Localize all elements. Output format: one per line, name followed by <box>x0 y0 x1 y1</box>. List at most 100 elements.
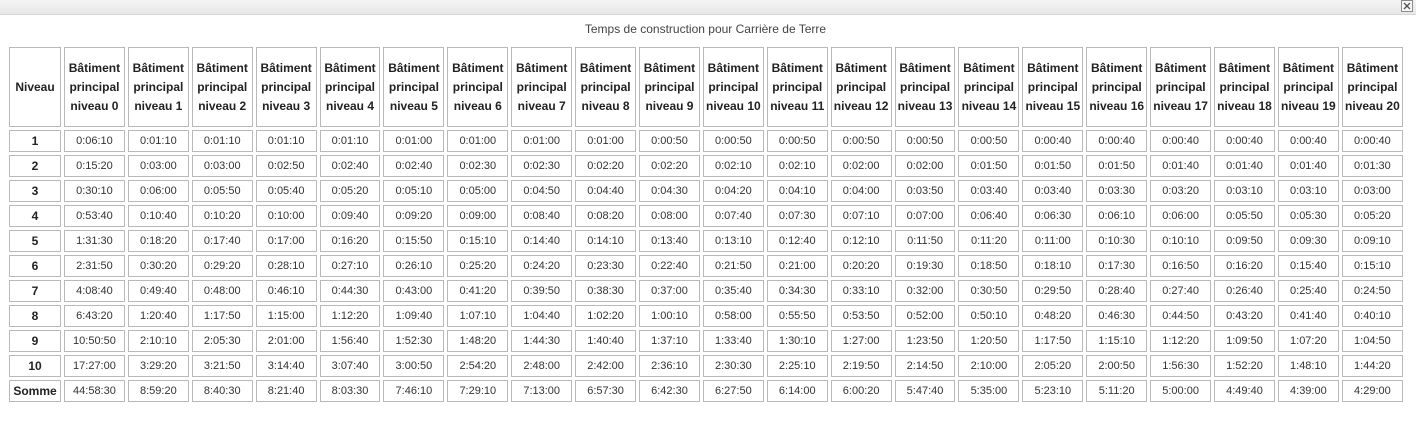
table-cell: 2:31:50 <box>64 255 125 277</box>
table-cell: 1:30:10 <box>766 330 828 352</box>
table-cell: 0:55:50 <box>766 305 828 327</box>
table-cell: 5:47:40 <box>894 380 956 402</box>
table-cell: 0:17:30 <box>1086 255 1148 277</box>
table-cell: 1:04:50 <box>1341 330 1403 352</box>
table-cell: 0:35:40 <box>702 280 764 302</box>
row-label: 5 <box>9 230 61 252</box>
table-cell: 0:05:20 <box>319 180 381 202</box>
table-cell: 0:39:50 <box>511 280 573 302</box>
table-row: 10 17:27:00 3:29:20 3:21:50 3:14:40 3:07:40 3:… <box>9 355 1403 377</box>
header-column: Bâtiment principal niveau 3 <box>255 47 317 127</box>
table-cell: 0:26:10 <box>383 255 445 277</box>
table-cell: 0:49:40 <box>127 280 189 302</box>
table-cell: 0:01:10 <box>255 130 317 152</box>
table-cell: 0:00:40 <box>1022 130 1084 152</box>
table-cell: 0:27:10 <box>319 255 381 277</box>
table-row: Somme 44:58:30 8:59:20 8:40:30 8:21:40 8:03:3… <box>9 380 1403 402</box>
table-cell: 6:00:20 <box>830 380 892 402</box>
table-cell: 17:27:00 <box>64 355 125 377</box>
table-cell: 6:14:00 <box>766 380 828 402</box>
table-cell: 0:19:30 <box>894 255 956 277</box>
table-body: 1 0:06:10 0:01:10 0:01:10 0:01:10 0:01:10 0:01… <box>9 130 1403 402</box>
table-cell: 1:48:20 <box>447 330 509 352</box>
table-cell: 0:24:50 <box>1341 280 1403 302</box>
table-cell: 7:29:10 <box>447 380 509 402</box>
table-cell: 0:09:10 <box>1341 230 1403 252</box>
table-cell: 3:14:40 <box>255 355 317 377</box>
row-label: 3 <box>9 180 61 202</box>
table-cell: 0:04:10 <box>766 180 828 202</box>
row-label: 6 <box>9 255 61 277</box>
table-cell: 0:05:50 <box>1214 205 1275 227</box>
table-cell: 0:44:30 <box>319 280 381 302</box>
table-cell: 0:20:20 <box>830 255 892 277</box>
table-cell: 8:21:40 <box>255 380 317 402</box>
row-label: Somme <box>9 380 61 402</box>
table-cell: 0:04:50 <box>511 180 573 202</box>
table-cell: 0:07:40 <box>702 205 764 227</box>
table-cell: 0:09:20 <box>383 205 445 227</box>
table-cell: 0:30:10 <box>64 180 125 202</box>
table-cell: 0:25:40 <box>1277 280 1339 302</box>
row-label: 9 <box>9 330 61 352</box>
header-column: Bâtiment principal niveau 10 <box>702 47 764 127</box>
table-row: 7 4:08:40 0:49:40 0:48:00 0:46:10 0:44:30 0:43… <box>9 280 1403 302</box>
header-column: Bâtiment principal niveau 4 <box>319 47 381 127</box>
table-cell: 2:05:30 <box>191 330 253 352</box>
table-cell: 1:37:10 <box>639 330 700 352</box>
table-cell: 0:37:00 <box>639 280 700 302</box>
table-cell: 0:03:00 <box>127 155 189 177</box>
table-cell: 1:17:50 <box>1022 330 1084 352</box>
table-cell: 0:08:20 <box>575 205 637 227</box>
row-label: 10 <box>9 355 61 377</box>
table-cell: 0:11:20 <box>958 230 1020 252</box>
header-column: Bâtiment principal niveau 0 <box>64 47 125 127</box>
table-cell: 0:30:50 <box>958 280 1020 302</box>
table-cell: 0:33:10 <box>830 280 892 302</box>
table-cell: 0:46:30 <box>1086 305 1148 327</box>
table-cell: 2:42:00 <box>575 355 637 377</box>
table-cell: 0:07:30 <box>766 205 828 227</box>
table-row: 1 0:06:10 0:01:10 0:01:10 0:01:10 0:01:10 0:01… <box>9 130 1403 152</box>
table-cell: 6:43:20 <box>64 305 125 327</box>
table-cell: 0:07:10 <box>830 205 892 227</box>
table-cell: 1:52:30 <box>383 330 445 352</box>
table-cell: 1:09:40 <box>383 305 445 327</box>
table-cell: 3:21:50 <box>191 355 253 377</box>
table-cell: 0:03:20 <box>1150 180 1212 202</box>
table-cell: 0:00:40 <box>1086 130 1148 152</box>
table-cell: 0:29:50 <box>1022 280 1084 302</box>
table-cell: 1:56:30 <box>1150 355 1212 377</box>
table-cell: 0:12:40 <box>766 230 828 252</box>
table-cell: 0:01:00 <box>511 130 573 152</box>
table-row: 5 1:31:30 0:18:20 0:17:40 0:17:00 0:16:20 0:15… <box>9 230 1403 252</box>
table-cell: 0:03:40 <box>1022 180 1084 202</box>
table-cell: 0:00:40 <box>1214 130 1275 152</box>
table-cell: 0:41:20 <box>447 280 509 302</box>
close-icon[interactable] <box>1401 0 1413 12</box>
table-cell: 0:00:50 <box>766 130 828 152</box>
table-cell: 0:02:30 <box>511 155 573 177</box>
table-cell: 1:40:40 <box>575 330 637 352</box>
table-cell: 0:03:10 <box>1214 180 1275 202</box>
table-cell: 1:09:50 <box>1214 330 1275 352</box>
table-cell: 0:46:10 <box>255 280 317 302</box>
table-cell: 2:48:00 <box>511 355 573 377</box>
table-cell: 0:15:10 <box>447 230 509 252</box>
table-cell: 0:53:50 <box>830 305 892 327</box>
table-cell: 1:02:20 <box>575 305 637 327</box>
table-cell: 0:53:40 <box>64 205 125 227</box>
table-cell: 0:02:30 <box>447 155 509 177</box>
table-cell: 0:17:00 <box>255 230 317 252</box>
table-cell: 2:19:50 <box>830 355 892 377</box>
row-label: 4 <box>9 205 61 227</box>
table-cell: 1:27:00 <box>830 330 892 352</box>
table-cell: 8:40:30 <box>191 380 253 402</box>
header-column: Bâtiment principal niveau 7 <box>511 47 573 127</box>
table-cell: 1:31:30 <box>64 230 125 252</box>
table-cell: 0:03:10 <box>1277 180 1339 202</box>
table-cell: 0:02:00 <box>894 155 956 177</box>
table-cell: 0:15:10 <box>1341 255 1403 277</box>
table-cell: 5:11:20 <box>1086 380 1148 402</box>
table-cell: 0:10:10 <box>1150 230 1212 252</box>
